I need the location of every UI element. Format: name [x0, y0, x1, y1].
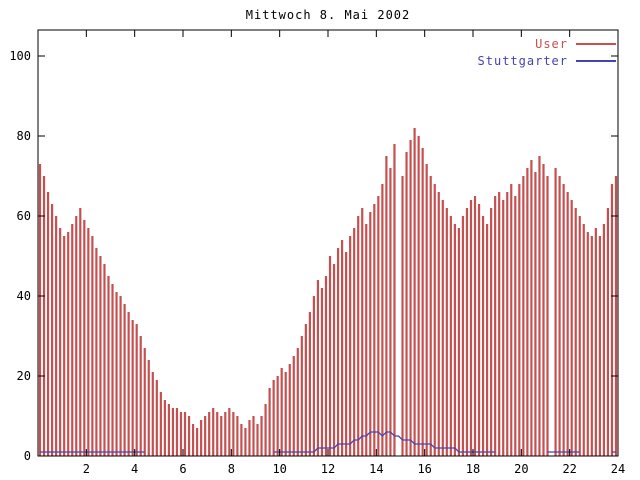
svg-text:10: 10 — [272, 462, 286, 476]
svg-text:14: 14 — [369, 462, 383, 476]
chart-title: Mittwoch 8. Mai 2002 — [245, 8, 411, 22]
svg-text:24: 24 — [611, 462, 625, 476]
svg-text:16: 16 — [417, 462, 431, 476]
svg-text:2: 2 — [83, 462, 90, 476]
svg-text:8: 8 — [228, 462, 235, 476]
svg-text:80: 80 — [17, 129, 31, 143]
svg-text:40: 40 — [17, 289, 31, 303]
stuttgarter-line — [40, 431, 616, 453]
svg-text:4: 4 — [131, 462, 138, 476]
svg-text:6: 6 — [179, 462, 186, 476]
legend-item-stuttgarter: Stuttgarter — [478, 54, 616, 68]
axes — [37, 29, 619, 457]
svg-text:60: 60 — [17, 209, 31, 223]
svg-text:100: 100 — [9, 49, 31, 63]
user-bars — [38, 128, 618, 456]
legend-item-user: User — [478, 37, 616, 51]
legend-label-user: User — [535, 37, 568, 51]
svg-text:18: 18 — [466, 462, 480, 476]
legend: User Stuttgarter — [478, 37, 616, 68]
legend-line-user — [576, 43, 616, 45]
svg-text:20: 20 — [514, 462, 528, 476]
svg-text:22: 22 — [562, 462, 576, 476]
legend-label-stuttgarter: Stuttgarter — [477, 54, 568, 68]
svg-text:0: 0 — [24, 449, 31, 463]
legend-line-stuttgarter — [576, 60, 616, 62]
svg-text:20: 20 — [17, 369, 31, 383]
svg-text:12: 12 — [321, 462, 335, 476]
